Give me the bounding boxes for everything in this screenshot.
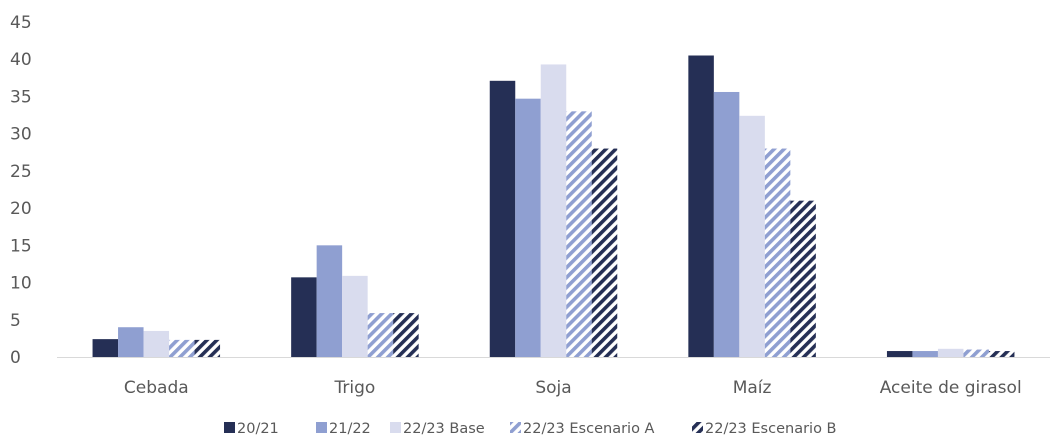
y-tick-label: 45	[10, 13, 32, 33]
x-axis-labels: Cebada Trigo Soja Maíz Aceite de girasol	[124, 378, 1022, 398]
legend-swatch	[316, 422, 327, 433]
bars	[92, 55, 1015, 358]
x-category-label: Trigo	[334, 378, 376, 398]
bar-trigo-series-3	[367, 313, 394, 357]
bar-cebada-series-4	[194, 339, 221, 357]
x-category-label: Cebada	[124, 378, 189, 398]
x-category-label: Maíz	[733, 378, 772, 398]
y-axis-ticks: 0 5 10 15 20 25 30 35 40 45	[10, 13, 32, 368]
y-tick-label: 15	[10, 236, 32, 256]
y-tick-label: 30	[10, 125, 32, 145]
x-category-label: Aceite de girasol	[880, 378, 1022, 398]
y-tick-label: 0	[10, 348, 21, 368]
y-tick-label: 10	[10, 274, 32, 294]
legend-swatch	[390, 422, 401, 433]
bar-aceite-de-girasol-series-2	[937, 348, 964, 357]
y-tick-label: 5	[10, 311, 21, 331]
bar-soja-series-4	[591, 148, 618, 357]
bar-soja-series-0	[489, 80, 516, 357]
bar-maíz-series-2	[739, 115, 765, 357]
bar-trigo-series-4	[393, 313, 419, 357]
y-tick-label: 20	[10, 199, 32, 219]
bar-soja-series-3	[566, 111, 592, 357]
bar-maíz-series-4	[790, 200, 816, 357]
bar-cebada-series-1	[118, 327, 144, 357]
y-tick-label: 40	[10, 50, 32, 70]
bar-aceite-de-girasol-series-3	[963, 349, 989, 357]
bar-aceite-de-girasol-series-0	[886, 351, 913, 357]
legend-swatch	[692, 422, 703, 433]
legend: 20/21 21/22 22/23 Base 22/23 Escenario A 22/…	[224, 421, 837, 437]
bar-aceite-de-girasol-series-1	[912, 351, 938, 357]
bar-soja-series-2	[540, 64, 567, 358]
legend-label: 21/22	[329, 421, 371, 437]
bar-trigo-series-1	[316, 245, 343, 357]
bar-maíz-series-3	[764, 148, 791, 357]
bar-maíz-series-0	[688, 55, 714, 357]
bar-soja-series-1	[515, 98, 541, 358]
legend-label: 22/23 Escenario A	[523, 421, 655, 437]
bar-cebada-series-3	[169, 339, 195, 357]
bar-maíz-series-1	[713, 91, 740, 357]
legend-swatch	[510, 422, 521, 433]
y-tick-label: 25	[10, 162, 32, 182]
legend-swatch	[224, 422, 235, 433]
bar-cebada-series-0	[92, 339, 119, 357]
legend-label: 20/21	[237, 421, 279, 437]
legend-label: 22/23 Escenario B	[705, 421, 837, 437]
legend-label: 22/23 Base	[403, 421, 485, 437]
y-tick-label: 35	[10, 87, 32, 107]
bar-aceite-de-girasol-series-4	[988, 351, 1015, 357]
bar-trigo-series-0	[291, 277, 317, 357]
x-category-label: Soja	[535, 378, 571, 398]
bar-trigo-series-2	[342, 275, 368, 357]
bar-cebada-series-2	[143, 330, 170, 357]
